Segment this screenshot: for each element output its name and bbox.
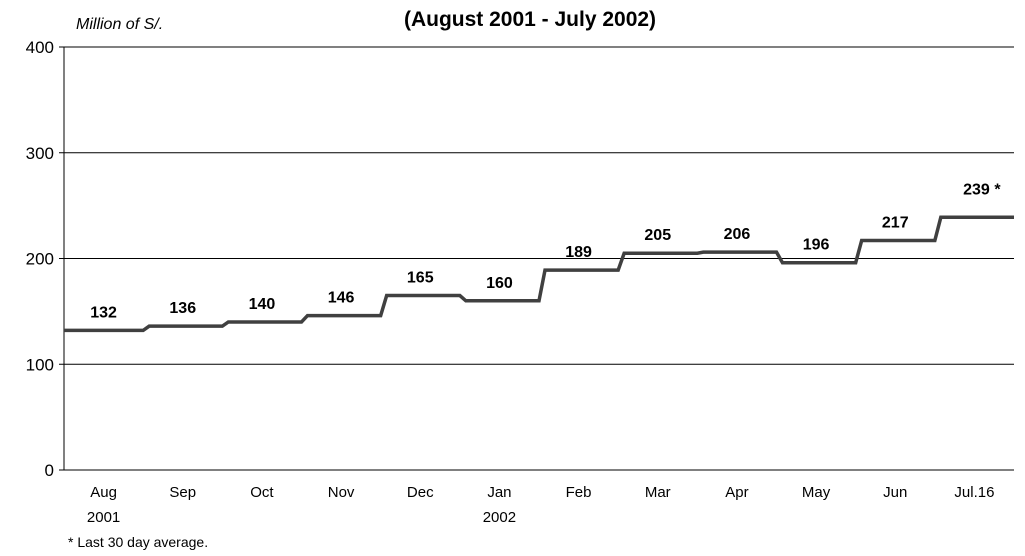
y-axis-label: Million of S/.	[76, 16, 163, 33]
y-tick-label: 0	[45, 461, 54, 480]
data-label: 217	[882, 215, 909, 232]
series-layer	[64, 215, 1014, 333]
x-tick-label: Feb	[566, 484, 592, 501]
x-tick-label: Dec	[407, 484, 434, 501]
x-tick-sublabel: 2002	[483, 509, 516, 526]
series-line	[64, 215, 1014, 333]
data-labels: 132 136 140 146 165 160 189 205 206 196 217 239 *	[90, 181, 1001, 321]
x-tick-label: Jun	[883, 484, 907, 501]
x-tick-label: Jan	[487, 484, 511, 501]
y-tick-label: 100	[26, 355, 54, 374]
y-tick-labels: 0 100 200 300 400	[26, 38, 54, 480]
chart-title: (August 2001 - July 2002)	[404, 8, 656, 31]
grid-layer	[59, 46, 1014, 471]
footnote: * Last 30 day average.	[68, 534, 209, 550]
data-label: 205	[644, 227, 671, 244]
x-tick-labels: Aug 2001 Sep Oct Nov Dec Jan 2002 Feb Mar Apr May Ju…	[87, 484, 995, 526]
x-tick-label: Aug	[90, 484, 117, 501]
data-label: 206	[724, 226, 751, 243]
data-label: 160	[486, 275, 513, 292]
data-label: 136	[169, 300, 196, 317]
data-label: 239	[963, 181, 990, 198]
data-label: 165	[407, 270, 434, 287]
data-label: 146	[328, 290, 355, 307]
data-label: 189	[565, 244, 592, 261]
x-tick-label: Mar	[645, 484, 671, 501]
x-tick-label: Jul.16	[954, 484, 994, 501]
data-label-marker: *	[994, 181, 1001, 198]
y-tick-label: 200	[26, 250, 54, 269]
x-tick-label: Sep	[169, 484, 196, 501]
y-tick-label: 400	[26, 38, 54, 57]
x-tick-label: May	[802, 484, 831, 501]
x-tick-label: Oct	[250, 484, 274, 501]
y-tick-label: 300	[26, 144, 54, 163]
x-tick-sublabel: 2001	[87, 509, 120, 526]
x-tick-label: Nov	[328, 484, 355, 501]
data-label: 132	[90, 304, 117, 321]
x-tick-label: Apr	[725, 484, 748, 501]
data-label: 196	[803, 237, 830, 254]
data-label: 140	[249, 296, 276, 313]
